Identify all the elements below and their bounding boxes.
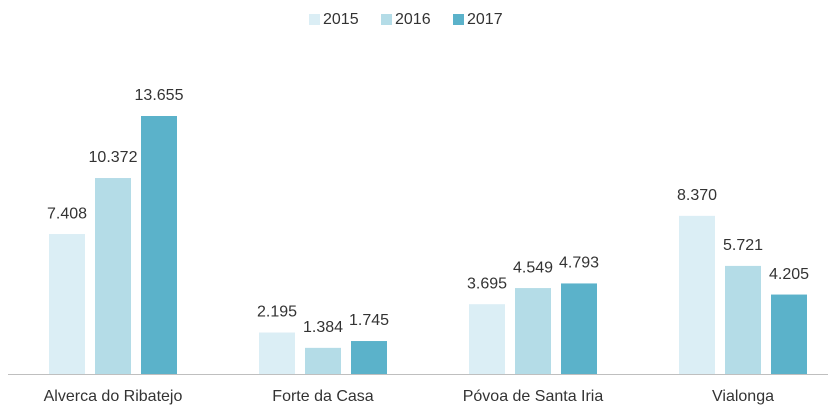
legend-swatch [453,14,464,25]
value-label: 1.384 [303,319,343,336]
x-tick-label: Alverca do Ribatejo [44,388,183,405]
value-label: 4.205 [769,266,809,283]
x-tick-label: Vialonga [712,388,774,405]
value-label: 4.549 [513,259,553,276]
value-label: 13.655 [135,87,184,104]
bar [725,265,761,374]
bar [49,234,85,374]
value-label: 5.721 [723,237,763,254]
bar [515,288,551,374]
legend-swatch [381,14,392,25]
x-tick-label: Forte da Casa [272,388,373,405]
bar [141,116,177,374]
value-label: 2.195 [257,304,297,321]
legend-label: 2015 [323,11,359,28]
value-label: 8.370 [677,187,717,204]
value-label: 7.408 [47,205,87,222]
x-tick-label: Póvoa de Santa Iria [463,388,604,405]
value-label: 4.793 [559,255,599,272]
legend-label: 2016 [395,11,431,28]
bar [351,341,387,374]
bar [95,178,131,374]
legend-label: 2017 [467,11,503,28]
value-label: 1.745 [349,312,389,329]
bar [305,347,341,374]
bar [469,304,505,374]
bar [561,283,597,374]
value-label: 10.372 [89,149,138,166]
value-label: 3.695 [467,275,507,292]
legend-swatch [309,14,320,25]
bar [679,215,715,374]
bar [259,332,295,374]
bar [771,294,807,374]
